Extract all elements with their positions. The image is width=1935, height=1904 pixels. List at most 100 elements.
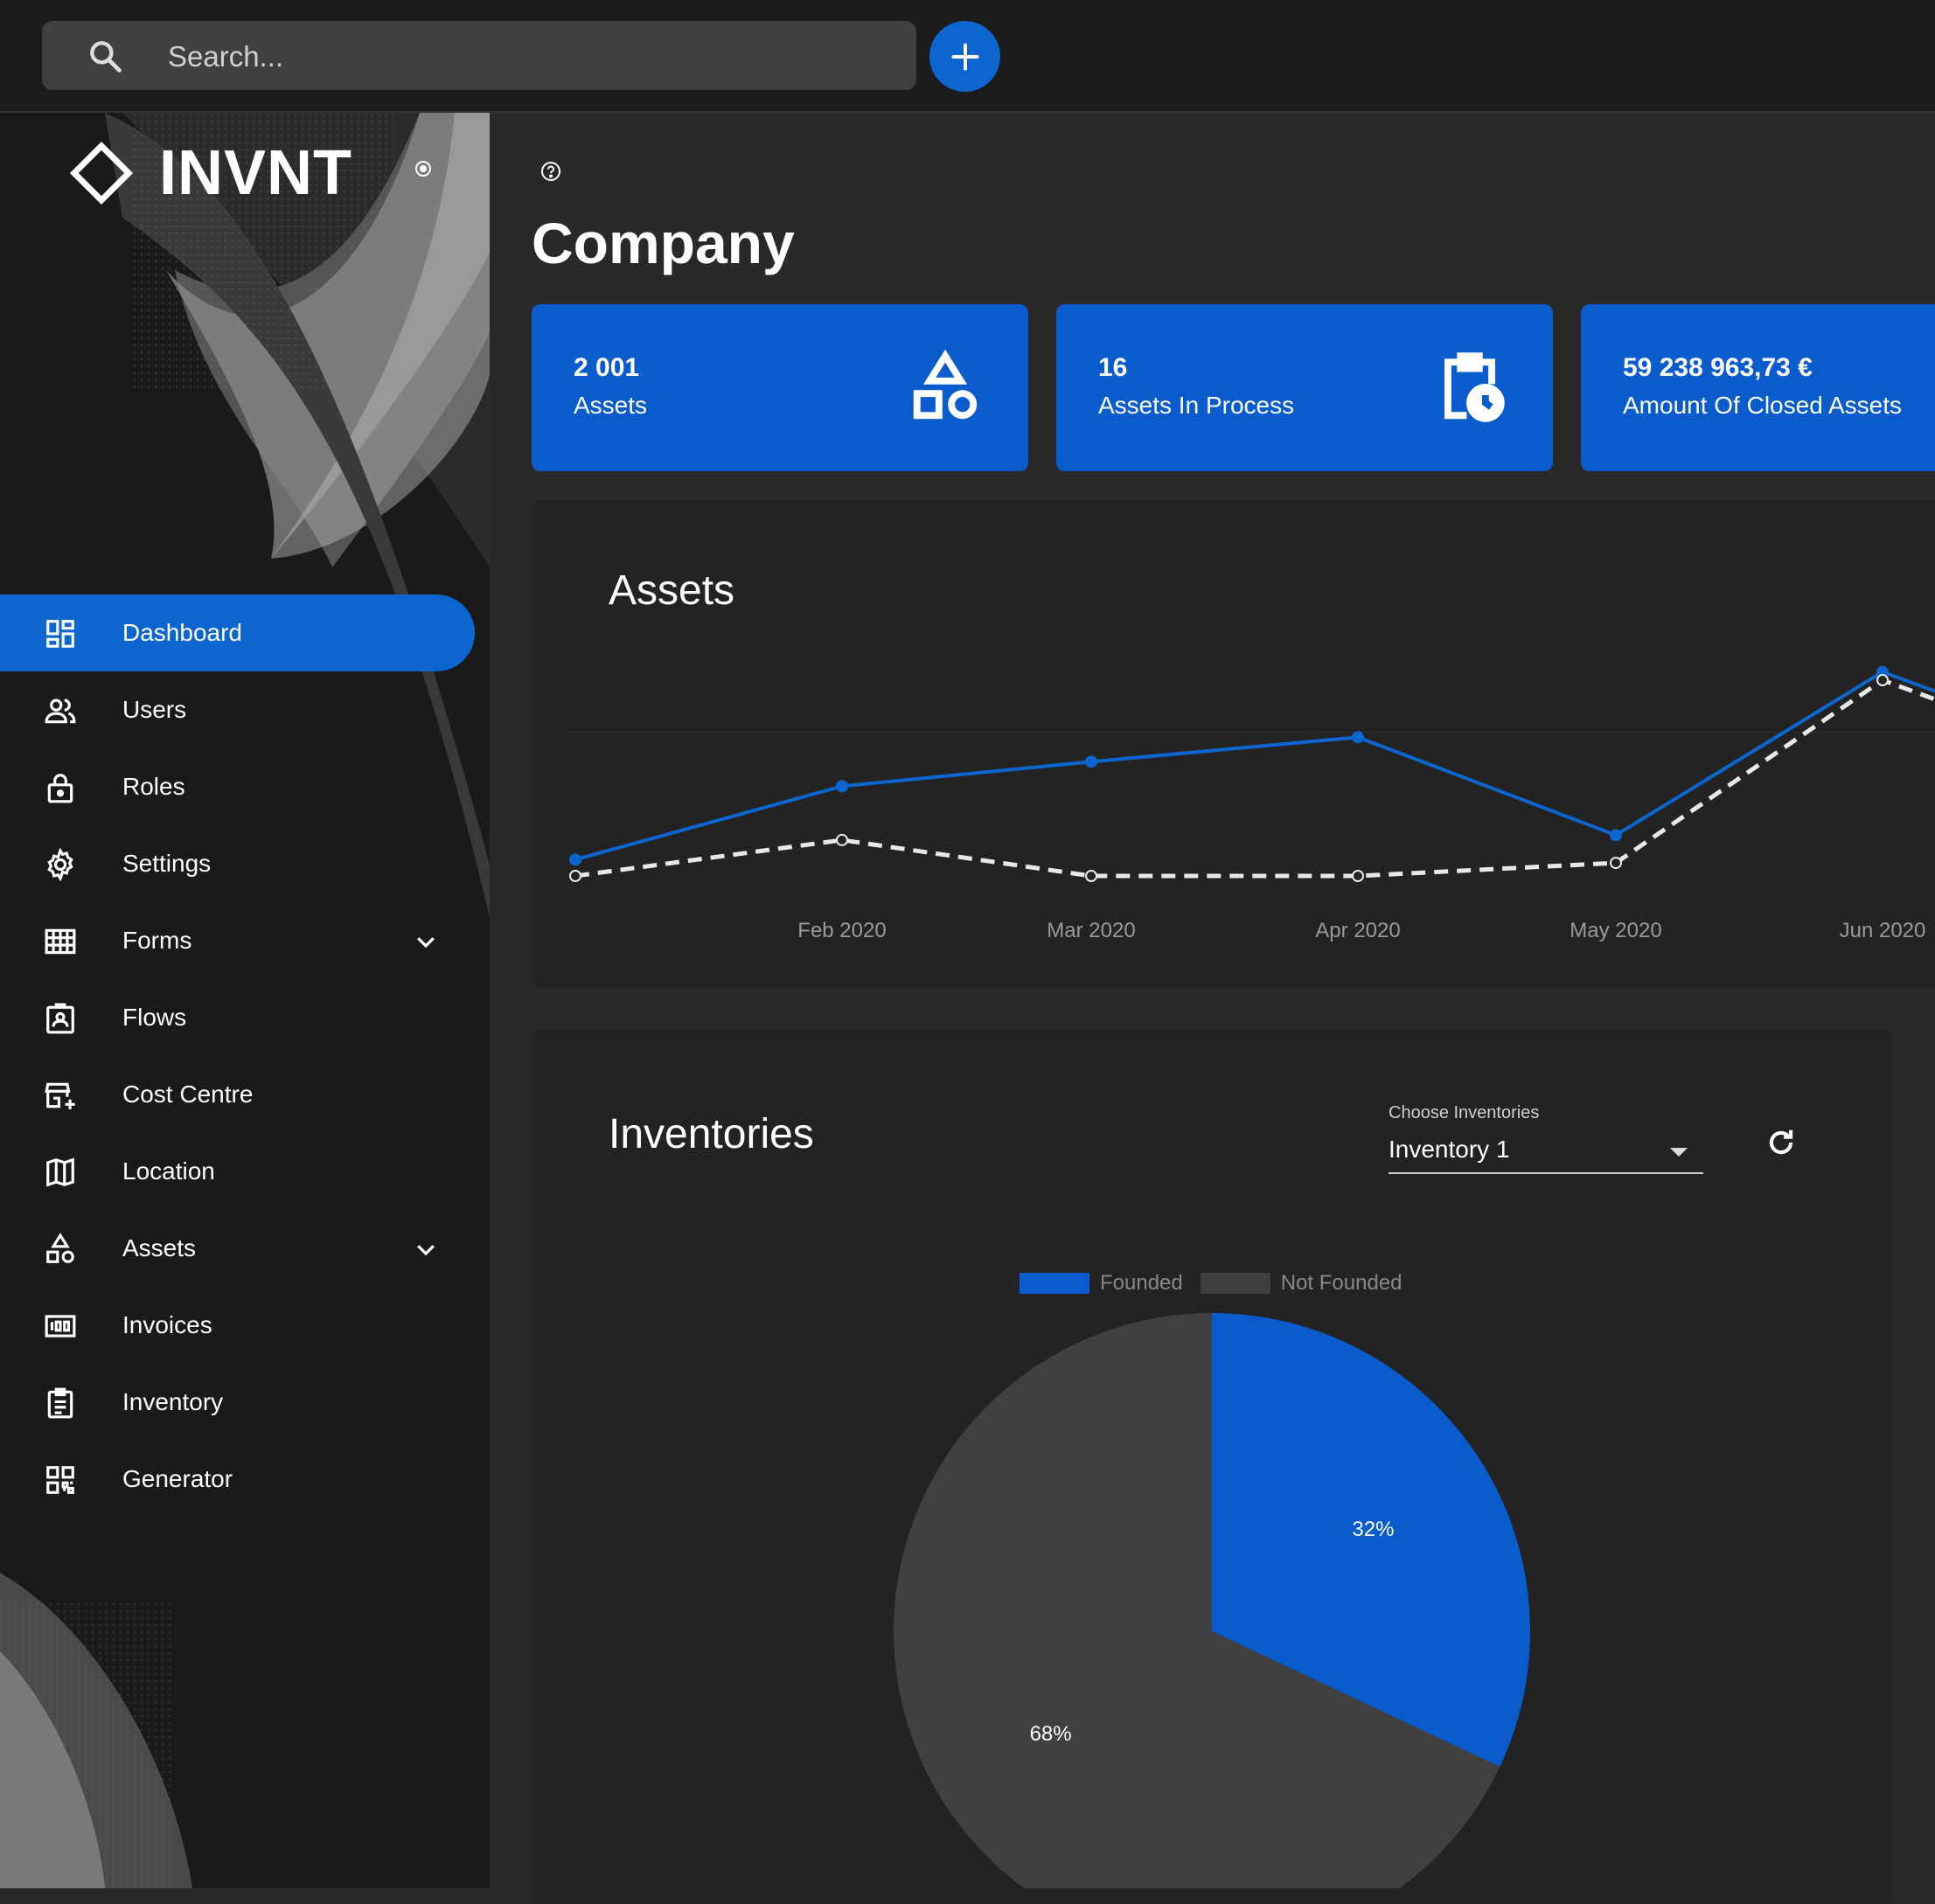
data-point: [1352, 870, 1364, 882]
grid-icon: [45, 928, 76, 955]
refresh-icon[interactable]: [1764, 1126, 1798, 1159]
sidebar-nav: Dashboard Users Roles Settings Forms Flo…: [0, 594, 490, 1518]
stat-card-assets-in-process[interactable]: 16 Assets In Process: [1056, 304, 1553, 471]
map-icon: [46, 1157, 74, 1187]
select-value[interactable]: Inventory 1: [1389, 1136, 1703, 1174]
counter-icon: [45, 1315, 76, 1338]
stat-label: Assets In Process: [1098, 392, 1295, 419]
sidebar-item-invoices[interactable]: Invoices: [0, 1287, 490, 1364]
pie-legend: Founded Not Founded: [1020, 1271, 1403, 1296]
sidebar-item-label: Roles: [122, 773, 185, 800]
data-point: [1610, 829, 1622, 842]
pie-label: 32%: [1352, 1518, 1394, 1541]
caret-down-icon: [1670, 1148, 1688, 1157]
legend-swatch-not-founded: [1200, 1273, 1270, 1294]
badge-icon: [46, 1003, 74, 1034]
search-input[interactable]: [166, 21, 887, 92]
legend-swatch-founded: [1020, 1273, 1089, 1294]
clipboard-clock-icon: [1444, 352, 1505, 422]
assets-line-chart: Feb 2020 Mar 2020 Apr 2020 May 2020 Jun 2020: [567, 665, 1935, 942]
diamond-logo-icon: [69, 141, 134, 205]
brand-name: INVNT: [159, 138, 352, 208]
sidebar-item-assets[interactable]: Assets: [0, 1210, 490, 1287]
series-line-0: [574, 670, 1935, 862]
page-title: Company: [532, 211, 795, 275]
data-point: [1876, 674, 1889, 686]
data-point: [569, 870, 581, 882]
card-title: Assets: [609, 567, 735, 614]
stat-card-amount-closed-assets[interactable]: 59 238 963,73 € Amount Of Closed Assets: [1581, 304, 1935, 471]
sidebar-background-art: [0, 113, 490, 1888]
chevron-down-icon[interactable]: [413, 928, 439, 955]
x-tick-label: May 2020: [1570, 919, 1661, 942]
sidebar-item-forms[interactable]: Forms: [0, 902, 490, 979]
sidebar-item-cost-centre[interactable]: Cost Centre: [0, 1056, 490, 1133]
sidebar-item-users[interactable]: Users: [0, 671, 490, 748]
sidebar-item-settings[interactable]: Settings: [0, 825, 490, 902]
data-point: [1085, 870, 1097, 882]
shapes-icon: [913, 350, 978, 420]
stat-label: Amount Of Closed Assets: [1623, 392, 1903, 419]
data-point: [569, 853, 581, 866]
sidebar-item-generator[interactable]: Generator: [0, 1441, 490, 1518]
plus-icon: [951, 43, 978, 70]
add-button[interactable]: [929, 21, 1000, 92]
assets-chart-card: Assets Feb 2020 Mar 2020 Apr 2020 May 2020 J…: [532, 500, 1935, 988]
search-icon: [90, 41, 122, 73]
sidebar-item-label: Flows: [122, 1004, 187, 1031]
legend-label-not-founded: Not Founded: [1280, 1271, 1403, 1295]
card-title: Inventories: [609, 1111, 814, 1157]
x-tick-label: Mar 2020: [1047, 919, 1135, 942]
sidebar-item-label: Location: [122, 1157, 215, 1185]
inventory-select[interactable]: Choose Inventories Inventory 1: [1389, 1103, 1703, 1174]
help-icon[interactable]: [540, 161, 561, 182]
lock-icon: [47, 774, 73, 803]
qr-code-icon: [46, 1466, 74, 1494]
search-bar[interactable]: [42, 21, 916, 92]
x-tick-label: Feb 2020: [797, 919, 886, 942]
stat-value: 59 238 963,73 €: [1623, 353, 1813, 382]
sidebar-item-label: Users: [122, 696, 187, 723]
sidebar-item-label: Forms: [122, 927, 192, 954]
data-point: [836, 780, 848, 793]
select-label: Choose Inventories: [1389, 1103, 1540, 1122]
sidebar-item-dashboard[interactable]: Dashboard: [0, 594, 475, 671]
store-add-icon: [45, 1082, 75, 1109]
sidebar-item-label: Invoices: [122, 1311, 212, 1338]
stat-label: Assets: [574, 392, 648, 419]
chevron-down-icon[interactable]: [413, 1236, 439, 1262]
x-tick-label: Apr 2020: [1315, 919, 1400, 942]
series-line-1: [574, 678, 1935, 879]
sidebar: INVNT Dashboard Users Roles Settings For…: [0, 113, 490, 1888]
legend-label-founded: Founded: [1100, 1271, 1183, 1295]
shapes-icon: [46, 1233, 74, 1263]
stat-value: 2 001: [574, 353, 640, 382]
inventories-pie-chart: 32% 68%: [894, 1313, 1530, 1888]
data-point: [1352, 731, 1364, 744]
data-point: [836, 833, 848, 846]
users-icon: [45, 698, 76, 724]
stat-card-assets[interactable]: 2 001 Assets: [532, 304, 1028, 471]
sidebar-item-label: Settings: [122, 850, 212, 877]
sidebar-item-label: Assets: [122, 1234, 197, 1261]
sidebar-item-label: Dashboard: [122, 619, 242, 646]
brand-logo[interactable]: INVNT: [66, 137, 352, 209]
top-bar: [0, 0, 1935, 113]
clipboard-list-icon: [47, 1387, 73, 1419]
sidebar-item-inventory[interactable]: Inventory: [0, 1364, 490, 1441]
sidebar-item-label: Inventory: [122, 1388, 224, 1415]
dashboard-icon: [46, 620, 74, 648]
radio-toggle-icon[interactable]: [414, 160, 432, 177]
sidebar-item-label: Generator: [122, 1465, 233, 1492]
stat-value: 16: [1098, 353, 1128, 382]
sidebar-item-roles[interactable]: Roles: [0, 748, 490, 825]
sidebar-item-label: Cost Centre: [122, 1081, 254, 1108]
gear-icon: [47, 848, 73, 881]
x-tick-label: Jun 2020: [1840, 919, 1926, 942]
sidebar-item-flows[interactable]: Flows: [0, 979, 490, 1056]
data-point: [1610, 857, 1622, 870]
pie-slice-0: [1212, 1313, 1530, 1767]
sidebar-item-location[interactable]: Location: [0, 1133, 490, 1210]
select-value-text: Inventory 1: [1389, 1136, 1510, 1163]
data-point: [1085, 755, 1097, 768]
